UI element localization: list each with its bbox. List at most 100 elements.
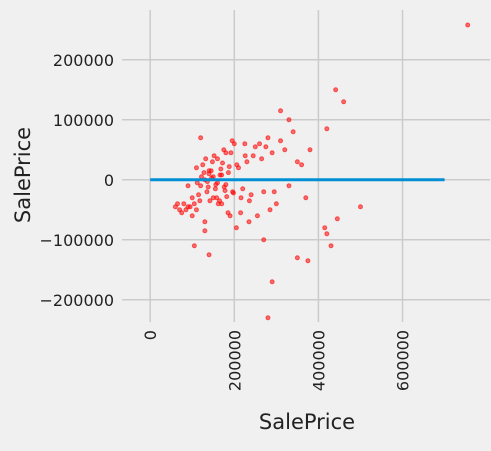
point xyxy=(265,135,271,141)
point xyxy=(307,147,313,153)
point xyxy=(198,183,204,189)
point xyxy=(267,207,273,213)
point xyxy=(250,153,256,159)
point xyxy=(278,108,284,114)
point xyxy=(193,207,199,213)
point xyxy=(177,207,183,213)
point xyxy=(261,237,267,243)
point xyxy=(203,156,209,162)
point xyxy=(221,184,227,190)
point xyxy=(333,87,339,93)
point xyxy=(328,243,334,249)
point xyxy=(294,159,300,165)
point xyxy=(294,255,300,261)
point xyxy=(212,186,218,192)
point xyxy=(196,192,202,198)
x-tick-label: 200000 xyxy=(225,330,244,391)
point xyxy=(261,189,267,195)
point xyxy=(198,174,204,180)
point xyxy=(265,315,271,321)
point xyxy=(218,166,224,172)
point xyxy=(185,204,191,210)
x-axis-label: SalePrice xyxy=(259,410,355,434)
point xyxy=(221,147,227,153)
point xyxy=(233,225,239,231)
point xyxy=(225,210,231,216)
point xyxy=(220,160,226,166)
point xyxy=(201,170,207,176)
point xyxy=(322,225,328,231)
point xyxy=(324,231,330,237)
point xyxy=(282,147,288,153)
point xyxy=(204,189,210,195)
point xyxy=(200,162,206,168)
point xyxy=(206,252,212,258)
point xyxy=(263,144,269,150)
point xyxy=(194,180,200,186)
point xyxy=(273,201,279,207)
point xyxy=(244,159,250,165)
point xyxy=(181,201,187,207)
point xyxy=(278,138,284,144)
point xyxy=(271,189,277,195)
point xyxy=(324,126,330,132)
point xyxy=(214,156,220,162)
point xyxy=(357,204,363,210)
y-tick-label: 0 xyxy=(104,171,114,190)
point xyxy=(259,156,265,162)
point xyxy=(242,153,248,159)
x-tick-label: 600000 xyxy=(394,330,413,391)
point xyxy=(242,141,248,147)
point xyxy=(172,204,178,210)
point xyxy=(230,189,236,195)
point xyxy=(334,216,340,222)
point xyxy=(225,170,231,176)
point xyxy=(228,150,234,156)
point xyxy=(207,198,213,204)
point xyxy=(189,195,195,201)
point xyxy=(213,182,219,188)
point xyxy=(248,192,254,198)
point xyxy=(189,213,195,219)
point xyxy=(211,153,217,159)
point xyxy=(234,162,240,168)
point xyxy=(185,183,191,189)
point xyxy=(303,195,309,201)
x-tick-label: 400000 xyxy=(309,330,328,391)
point xyxy=(191,243,197,249)
point xyxy=(197,198,203,204)
point xyxy=(202,228,208,234)
point xyxy=(269,150,275,156)
point xyxy=(257,141,263,147)
point xyxy=(210,195,216,201)
y-tick-label: 100000 xyxy=(53,111,114,130)
point xyxy=(246,219,252,225)
y-axis-label: SalePrice xyxy=(11,127,35,223)
y-tick-label: −100000 xyxy=(40,231,114,250)
point xyxy=(238,210,244,216)
point xyxy=(229,138,235,144)
point xyxy=(290,129,296,135)
y-tick-label: 200000 xyxy=(53,51,114,70)
point xyxy=(205,184,211,190)
point xyxy=(191,201,197,207)
point xyxy=(193,165,199,171)
point xyxy=(286,183,292,189)
point xyxy=(252,144,258,150)
point xyxy=(209,159,215,165)
point xyxy=(305,258,311,264)
point xyxy=(217,198,223,204)
point xyxy=(217,172,223,178)
x-tick-label: 0 xyxy=(141,330,160,340)
point xyxy=(254,213,260,219)
point xyxy=(465,22,471,28)
point xyxy=(226,164,232,170)
point xyxy=(299,162,305,168)
point xyxy=(341,99,347,105)
point xyxy=(206,168,212,174)
point xyxy=(198,135,204,141)
y-tick-label: −200000 xyxy=(40,291,114,310)
point xyxy=(238,195,244,201)
point xyxy=(269,279,275,285)
